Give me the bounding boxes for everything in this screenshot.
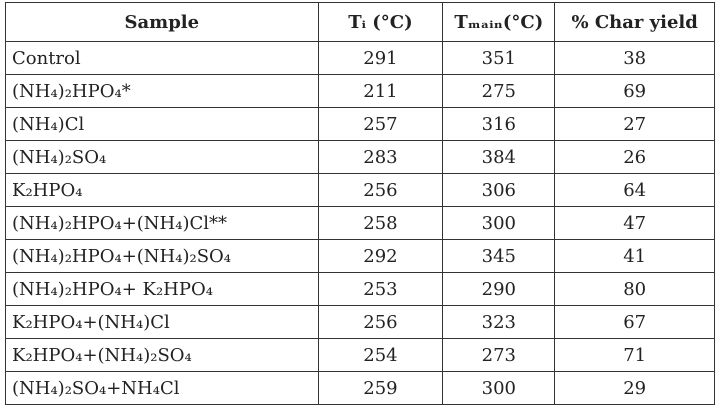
value-cell: 259 — [317, 371, 444, 405]
value-cell: 47 — [554, 206, 715, 240]
header-cell: Tₘₐᵢₙ(°C) — [442, 2, 556, 42]
value-cell: 69 — [554, 74, 715, 108]
table-row: K₂HPO₄+(NH₄)Cl 256 323 67 — [5, 305, 715, 339]
value-cell: 345 — [442, 239, 556, 273]
sample-cell: (NH₄)₂HPO₄* — [5, 74, 319, 108]
value-cell: 253 — [317, 272, 444, 306]
value-cell: 291 — [317, 41, 444, 75]
sample-cell: K₂HPO₄+(NH₄)Cl — [5, 305, 319, 339]
sample-cell: K₂HPO₄ — [5, 173, 319, 207]
sample-cell: (NH₄)₂HPO₄+(NH₄)₂SO₄ — [5, 239, 319, 273]
value-cell: 80 — [554, 272, 715, 306]
value-cell: 256 — [317, 173, 444, 207]
value-cell: 283 — [317, 140, 444, 174]
value-cell: 316 — [442, 107, 556, 141]
value-cell: 258 — [317, 206, 444, 240]
value-cell: 300 — [442, 371, 556, 405]
table-row: (NH₄)₂HPO₄+ K₂HPO₄ 253 290 80 — [5, 272, 715, 306]
value-cell: 27 — [554, 107, 715, 141]
sample-cell: Control — [5, 41, 319, 75]
value-cell: 26 — [554, 140, 715, 174]
table-row: (NH₄)₂HPO₄* 211 275 69 — [5, 74, 715, 108]
value-cell: 64 — [554, 173, 715, 207]
table-row: K₂HPO₄ 256 306 64 — [5, 173, 715, 207]
table-row: (NH₄)Cl 257 316 27 — [5, 107, 715, 141]
value-cell: 306 — [442, 173, 556, 207]
value-cell: 351 — [442, 41, 556, 75]
value-cell: 323 — [442, 305, 556, 339]
value-cell: 256 — [317, 305, 444, 339]
table-row: (NH₄)₂HPO₄+(NH₄)₂SO₄ 292 345 41 — [5, 239, 715, 273]
value-cell: 29 — [554, 371, 715, 405]
table-row: K₂HPO₄+(NH₄)₂SO₄ 254 273 71 — [5, 338, 715, 372]
table-row: (NH₄)₂SO₄ 283 384 26 — [5, 140, 715, 174]
value-cell: 292 — [317, 239, 444, 273]
value-cell: 38 — [554, 41, 715, 75]
header-cell: Tᵢ (°C) — [317, 2, 444, 42]
value-cell: 211 — [317, 74, 444, 108]
table-row: Control 291 351 38 — [5, 41, 715, 75]
value-cell: 254 — [317, 338, 444, 372]
value-cell: 275 — [442, 74, 556, 108]
table-row: (NH₄)₂HPO₄+(NH₄)Cl** 258 300 47 — [5, 206, 715, 240]
value-cell: 300 — [442, 206, 556, 240]
sample-cell: (NH₄)₂HPO₄+ K₂HPO₄ — [5, 272, 319, 306]
header-cell: % Char yield — [554, 2, 715, 42]
header-row: Sample Tᵢ (°C) Tₘₐᵢₙ(°C)% Char yield — [5, 2, 715, 42]
table-row: (NH₄)₂SO₄+NH₄Cl 259 300 29 — [5, 371, 715, 405]
sample-cell: K₂HPO₄+(NH₄)₂SO₄ — [5, 338, 319, 372]
value-cell: 257 — [317, 107, 444, 141]
sample-cell: (NH₄)Cl — [5, 107, 319, 141]
sample-cell: (NH₄)₂SO₄ — [5, 140, 319, 174]
value-cell: 273 — [442, 338, 556, 372]
value-cell: 71 — [554, 338, 715, 372]
value-cell: 384 — [442, 140, 556, 174]
header-cell: Sample — [5, 2, 319, 42]
value-cell: 67 — [554, 305, 715, 339]
value-cell: 290 — [442, 272, 556, 306]
sample-cell: (NH₄)₂SO₄+NH₄Cl — [5, 371, 319, 405]
value-cell: 41 — [554, 239, 715, 273]
table-body: Control 291 351 38 (NH₄)₂HPO₄* 211 275 69 (NH₄)C… — [5, 41, 715, 405]
sample-cell: (NH₄)₂HPO₄+(NH₄)Cl** — [5, 206, 319, 240]
table-head: Sample Tᵢ (°C) Tₘₐᵢₙ(°C)% Char yield — [5, 2, 715, 42]
data-table: Sample Tᵢ (°C) Tₘₐᵢₙ(°C)% Char yield Contr… — [5, 2, 715, 405]
